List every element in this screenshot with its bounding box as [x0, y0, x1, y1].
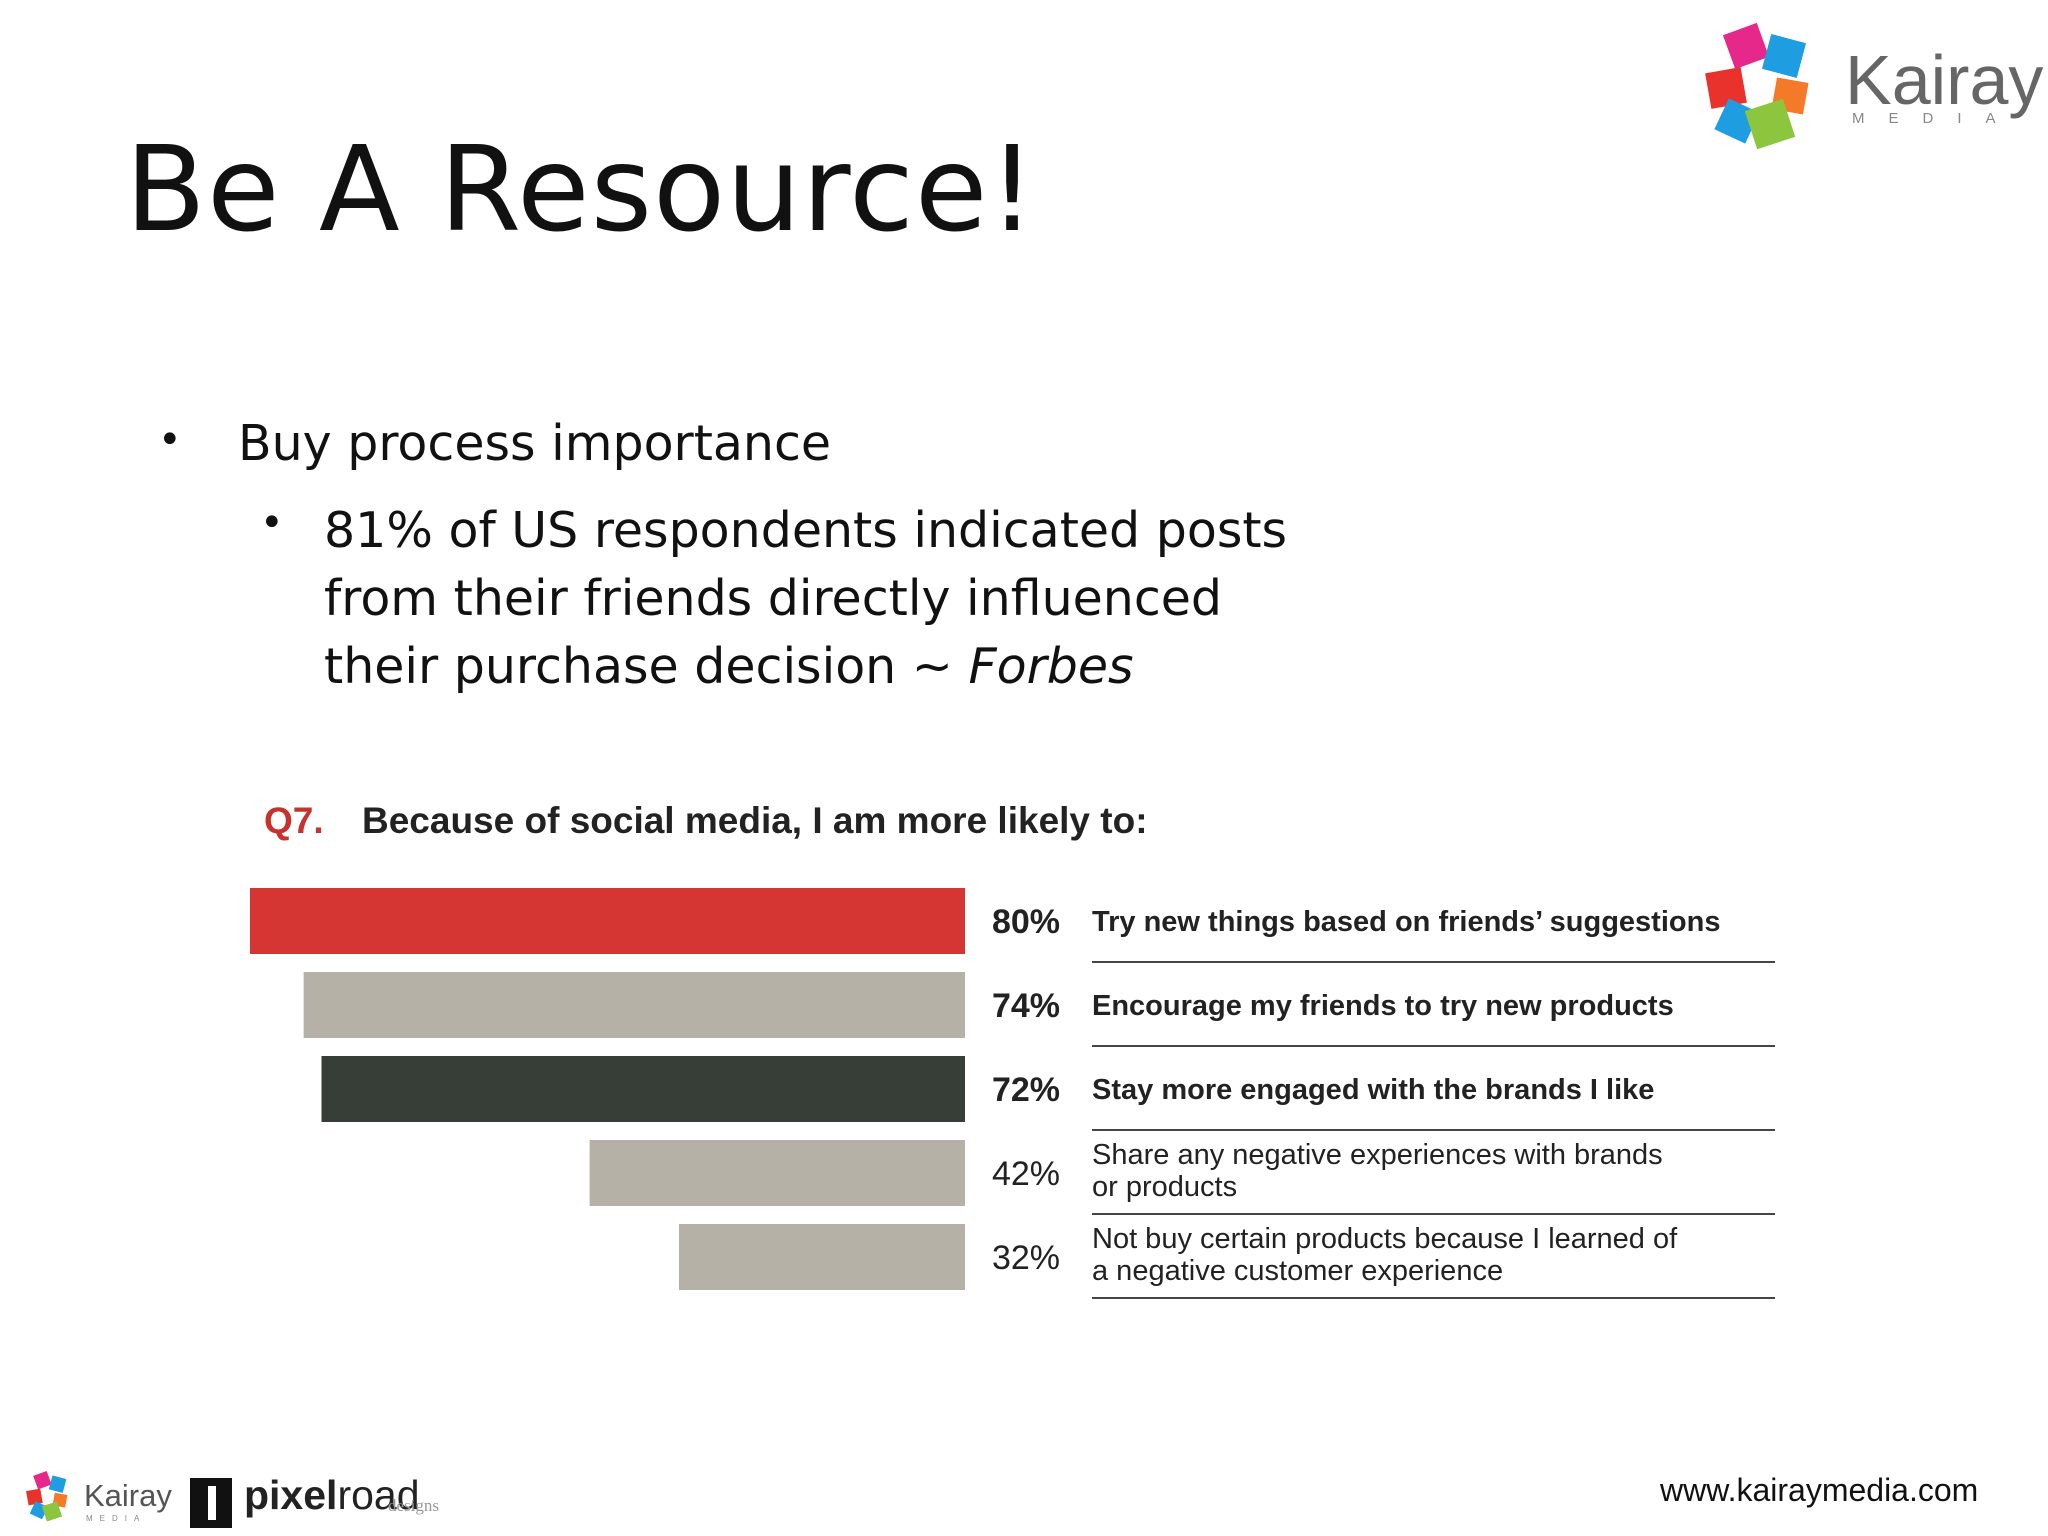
category-label-1: Try new things based on friends’ suggest… — [1092, 906, 1720, 938]
category-label-5-line-2: a negative customer experience — [1092, 1255, 1503, 1287]
footer-kairay-logo-icon — [26, 1470, 68, 1522]
survey-bar-chart: 80% Try new things based on friends’ sugg… — [250, 888, 1775, 1299]
pixelroad-wordmark-rest: road — [337, 1472, 420, 1518]
sub-bullet-body: 81% of US respondents indicated posts fr… — [324, 502, 1288, 695]
value-label-3: 72% — [992, 1071, 1060, 1109]
footer-logo-wordmark: Kairay — [84, 1478, 172, 1513]
bullet-text: Buy process importance — [238, 415, 832, 472]
category-label-2: Encourage my friends to try new products — [1092, 990, 1674, 1022]
category-label-4-line-1: Share any negative experiences with bran… — [1092, 1139, 1663, 1171]
website-url[interactable]: www.kairaymedia.com — [1660, 1472, 1979, 1508]
bullet-level-2: • 81% of US respondents indicated posts … — [260, 497, 1314, 701]
pixelroad-logo-icon — [190, 1478, 232, 1528]
category-label-4-line-2: or products — [1092, 1171, 1237, 1203]
category-label-3: Stay more engaged with the brands I like — [1092, 1074, 1654, 1106]
pixelroad-subtitle: designs — [388, 1496, 439, 1515]
value-label-1: 80% — [992, 903, 1060, 941]
bullet-dot-icon: • — [158, 417, 182, 463]
sub-bullet-text: 81% of US respondents indicated posts fr… — [324, 497, 1314, 701]
bar-3 — [321, 1056, 965, 1122]
pixelroad-wordmark-bold: pixel — [244, 1472, 338, 1518]
logo-subtitle: MEDIA — [1852, 110, 2020, 127]
pixelroad-wordmark: pixelroad — [244, 1472, 420, 1519]
bullet-dot-icon: • — [260, 500, 284, 546]
bar-4 — [589, 1140, 965, 1206]
category-label-5-line-1: Not buy certain products because I learn… — [1092, 1223, 1678, 1255]
bar-5 — [679, 1224, 965, 1290]
question-label: Q7. — [264, 800, 324, 841]
slide-title: Be A Resource! — [125, 120, 1037, 258]
kairay-logo-icon — [1705, 22, 1809, 150]
bar-2 — [303, 972, 965, 1038]
value-label-4: 42% — [992, 1155, 1060, 1193]
value-label-5: 32% — [992, 1239, 1060, 1277]
bullet-level-1: • Buy process importance — [158, 415, 832, 472]
logo-wordmark: Kairay — [1845, 41, 2044, 119]
footer-logo-subtitle: MEDIA — [86, 1514, 147, 1523]
bar-1 — [250, 888, 965, 954]
sub-bullet-source: Forbes — [968, 638, 1134, 695]
question-text: Because of social media, I am more likel… — [362, 800, 1148, 841]
value-label-2: 74% — [992, 987, 1060, 1025]
